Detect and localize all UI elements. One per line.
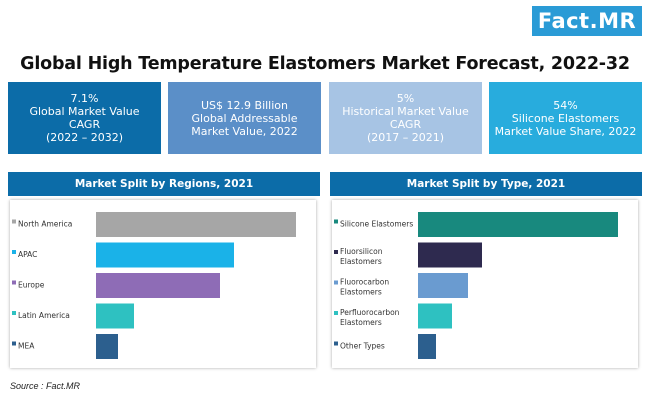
category-label: Fluorsilicon Elastomers xyxy=(340,247,383,266)
legend-swatch xyxy=(334,280,338,285)
category-label: MEA xyxy=(18,342,35,351)
category-label: North America xyxy=(18,220,72,229)
bar xyxy=(418,242,482,268)
type-chart-title: Market Split by Type, 2021 xyxy=(330,172,642,196)
kpi-card-silicone-share: 54% Silicone Elastomers Market Value Sha… xyxy=(489,82,642,154)
legend-swatch xyxy=(12,341,16,346)
bar xyxy=(418,212,618,237)
bar xyxy=(418,273,468,298)
kpi-line: Global Market Value xyxy=(29,105,140,118)
page-title: Global High Temperature Elastomers Marke… xyxy=(20,54,630,74)
legend-swatch xyxy=(12,280,16,285)
kpi-card-historical-cagr: 5% Historical Market Value CAGR (2017 – … xyxy=(329,82,482,154)
bar xyxy=(96,212,296,237)
category-label: Silicone Elastomers xyxy=(340,220,413,229)
regions-chart-title: Market Split by Regions, 2021 xyxy=(8,172,320,196)
kpi-line: CAGR xyxy=(68,118,101,131)
legend-swatch xyxy=(334,219,338,224)
bar xyxy=(96,242,234,268)
category-label: Latin America xyxy=(18,311,70,320)
kpi-card-market-cagr: 7.1% Global Market Value CAGR (2022 – 20… xyxy=(8,82,161,154)
type-chart-panel: Silicone Elastomers Fluorsilicon Elastomer… xyxy=(332,200,638,368)
kpi-line: (2017 – 2021) xyxy=(366,131,445,144)
legend-swatch xyxy=(334,250,338,254)
category-label: Other Types xyxy=(340,342,385,351)
kpi-line: US$ 12.9 Billion xyxy=(201,98,288,112)
legend-swatch xyxy=(334,311,338,315)
kpi-line: Historical Market Value xyxy=(342,105,469,118)
category-label: APAC xyxy=(18,250,37,259)
kpi-line: Silicone Elastomers xyxy=(511,111,620,125)
kpi-card-market-value: US$ 12.9 Billion Global Addressable Mark… xyxy=(168,82,321,154)
kpi-line: Market Value Share, 2022 xyxy=(494,124,637,138)
legend-swatch xyxy=(12,250,16,254)
kpi-line: 5% xyxy=(396,92,415,105)
legend-swatch xyxy=(334,341,338,346)
legend-swatch xyxy=(12,311,16,315)
bar xyxy=(418,334,436,359)
kpi-line: (2022 – 2032) xyxy=(45,131,124,144)
category-label: Perfluorocarbon Elastomers xyxy=(340,308,400,327)
fact-mr-logo: Fact.MR xyxy=(532,6,642,36)
kpi-line: CAGR xyxy=(389,118,422,131)
kpi-line: Global Addressable xyxy=(191,111,298,125)
category-label: Europe xyxy=(18,281,45,290)
source-note: Source : Fact.MR xyxy=(10,381,81,391)
type-bar-chart: Silicone Elastomers Fluorsilicon Elastomer… xyxy=(334,212,618,359)
regions-bar-chart: North America APAC Europe Latin America MEA xyxy=(12,212,296,359)
category-label: Fluorocarbon Elastomers xyxy=(340,278,389,297)
bar xyxy=(96,303,134,329)
kpi-line: 54% xyxy=(553,98,578,112)
kpi-line: 7.1% xyxy=(70,92,99,105)
bar xyxy=(418,303,452,329)
regions-chart-panel: North America APAC Europe Latin America MEA xyxy=(10,200,316,368)
bar xyxy=(96,334,118,359)
legend-swatch xyxy=(12,219,16,224)
kpi-line: Market Value, 2022 xyxy=(191,124,298,138)
bar xyxy=(96,273,220,298)
